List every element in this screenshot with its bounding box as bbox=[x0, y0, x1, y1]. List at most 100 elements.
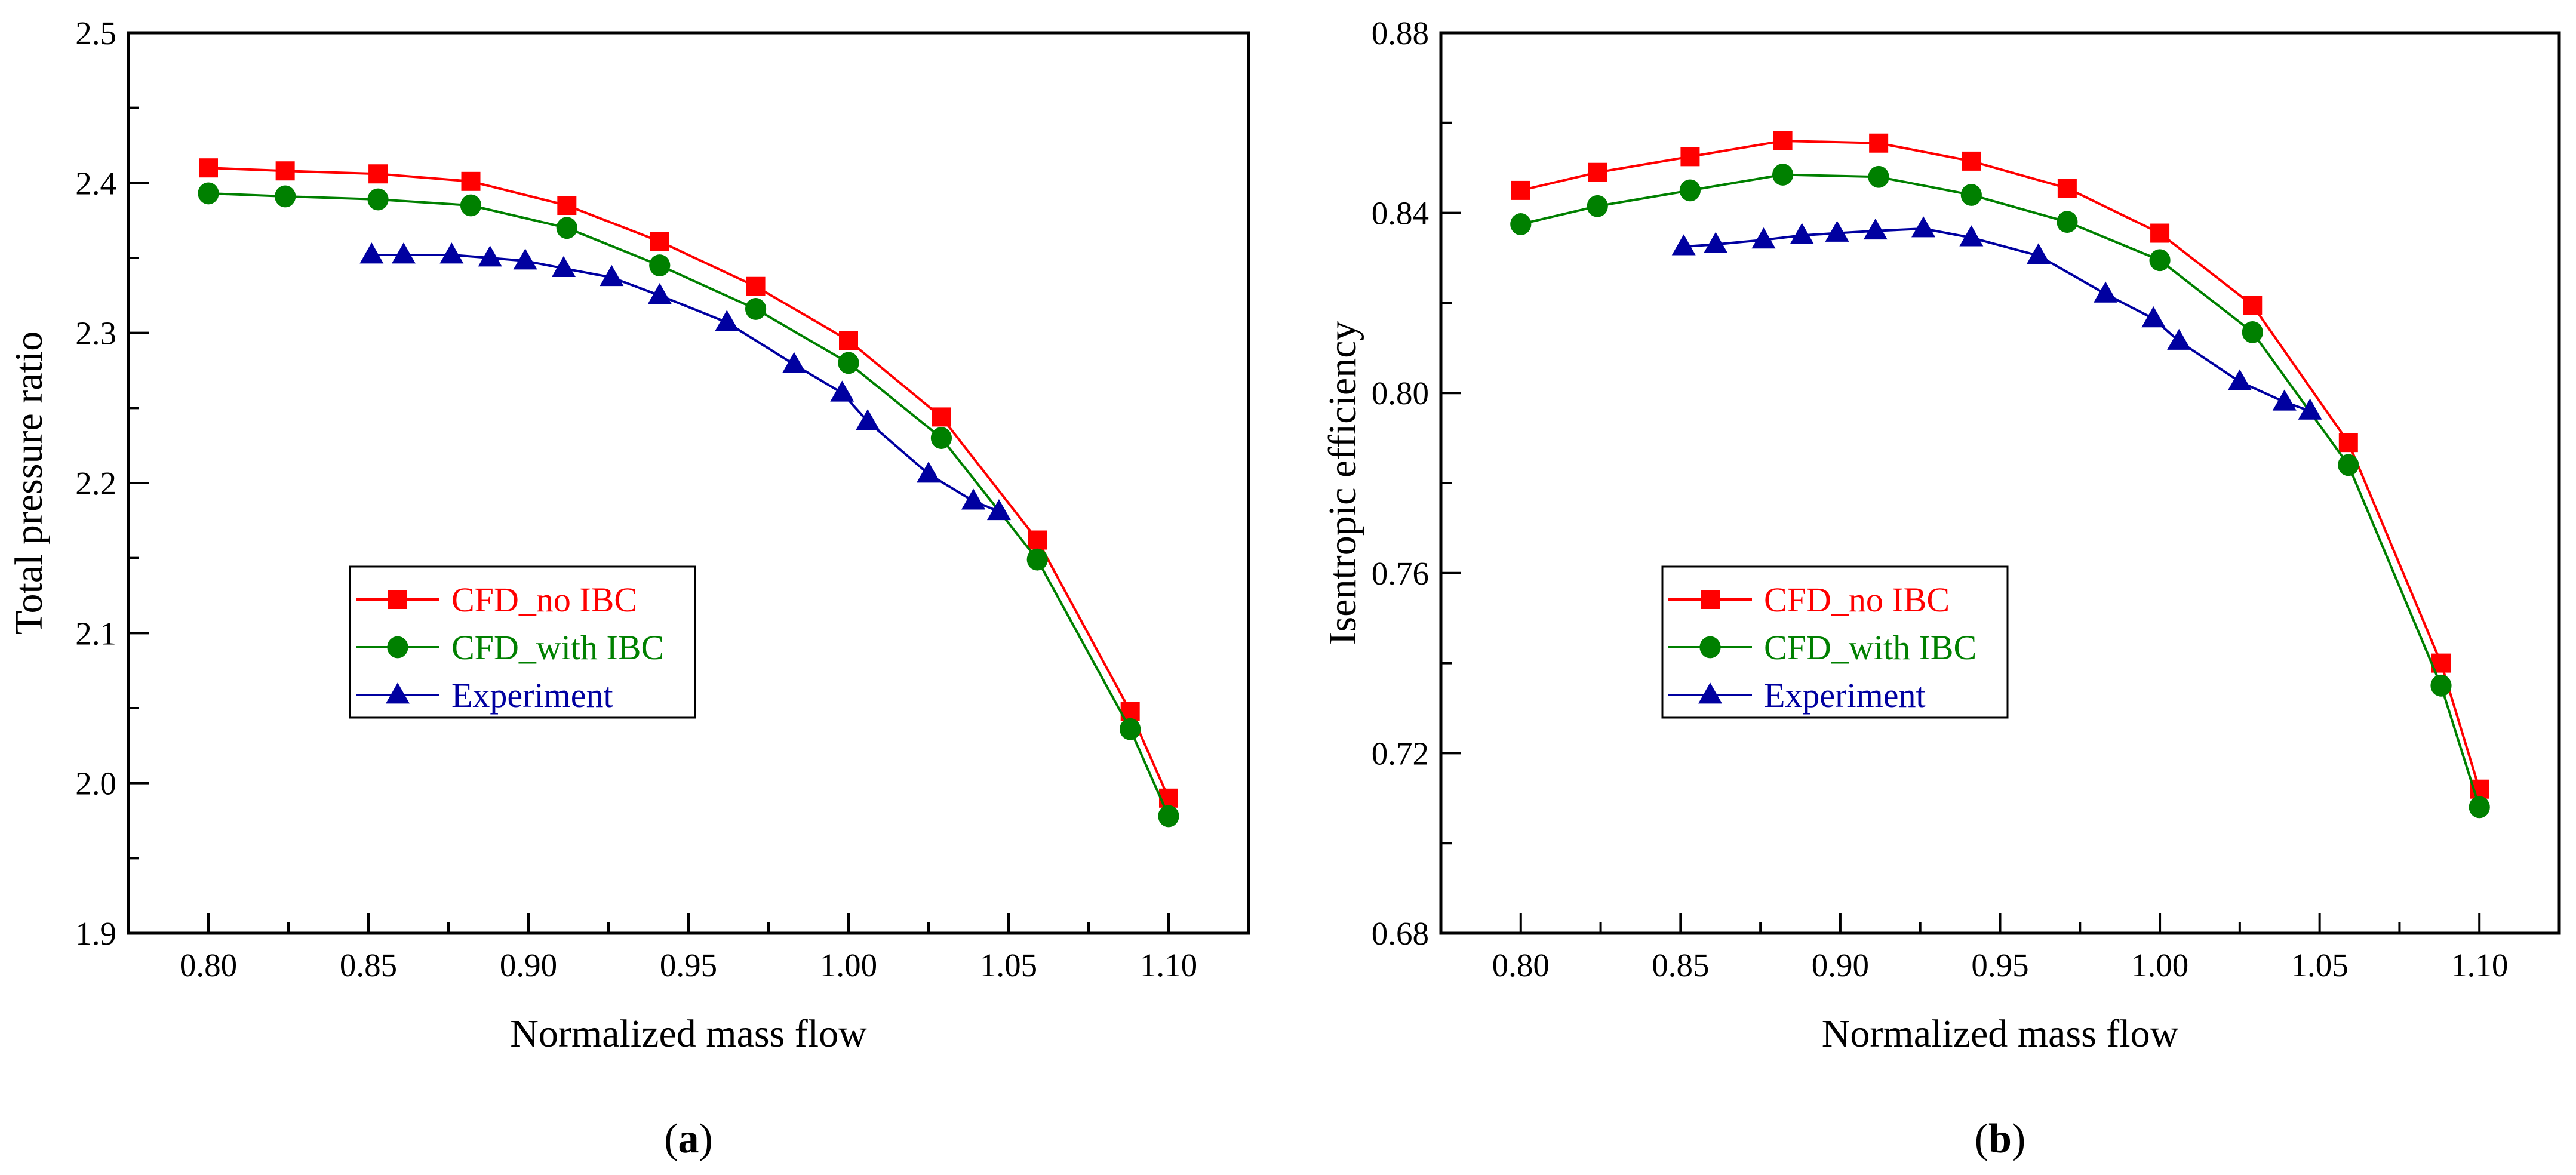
circle-marker bbox=[1772, 164, 1794, 186]
circle-marker bbox=[2430, 674, 2452, 697]
triangle-marker bbox=[782, 352, 806, 373]
y-tick-label: 0.68 bbox=[1372, 915, 1429, 952]
circle-marker bbox=[930, 427, 952, 449]
series-cfd-no-ibc bbox=[1511, 131, 2489, 799]
circle-marker bbox=[198, 182, 219, 205]
circle-marker bbox=[2469, 796, 2490, 819]
triangle-marker bbox=[1751, 227, 1776, 249]
x-axis-label: Normalized mass flow bbox=[510, 1012, 867, 1056]
square-marker bbox=[1680, 147, 1700, 167]
legend-box bbox=[349, 565, 696, 719]
x-tick-label: 0.90 bbox=[1812, 947, 1869, 983]
square-marker bbox=[1773, 131, 1793, 150]
triangle-marker bbox=[439, 242, 464, 264]
triangle-marker bbox=[600, 264, 624, 287]
series-cfd-with-ibc bbox=[198, 182, 1179, 828]
y-axis-label: Isentropic efficiency bbox=[1321, 321, 1364, 645]
y-tick-label: 2.1 bbox=[75, 615, 116, 651]
circle-marker bbox=[1868, 165, 1889, 188]
triangle-marker bbox=[917, 462, 940, 483]
triangle-marker bbox=[2094, 281, 2118, 303]
triangle-marker bbox=[513, 248, 537, 270]
chart-panel-b: 0.80 0.85 0.90 0.95 1.00 1.05 1.10 0.68 0.72 0.76… bbox=[1321, 15, 2561, 1162]
triangle-marker bbox=[478, 245, 502, 267]
triangle-marker bbox=[2298, 398, 2322, 420]
triangle-marker bbox=[1790, 223, 1814, 244]
legend: CFD_no IBC CFD_with IBC Experiment bbox=[349, 565, 696, 719]
circle-marker bbox=[1158, 805, 1179, 828]
triangle-marker bbox=[2227, 369, 2252, 390]
square-marker bbox=[746, 276, 766, 296]
triangle-marker bbox=[1911, 216, 1936, 238]
circle-marker bbox=[745, 298, 767, 320]
circle-marker bbox=[649, 254, 671, 276]
triangle-marker bbox=[1959, 225, 1984, 247]
circle-marker bbox=[1587, 195, 1608, 217]
triangle-marker bbox=[2141, 306, 2166, 328]
legend-box bbox=[1661, 565, 2009, 719]
triangle-marker bbox=[2026, 243, 2051, 264]
x-tick-label: 1.00 bbox=[2131, 947, 2188, 983]
plot-frame bbox=[127, 31, 1250, 935]
legend-label: Experiment bbox=[1764, 676, 1926, 715]
series-line bbox=[208, 167, 1170, 799]
circle-marker bbox=[2338, 454, 2359, 476]
panel-label: (b) bbox=[1975, 1116, 2026, 1162]
y-tick-label: 2.5 bbox=[75, 15, 116, 51]
circle-marker bbox=[2242, 321, 2263, 343]
circle-marker bbox=[1679, 179, 1701, 202]
y-tick-label: 2.4 bbox=[75, 165, 116, 201]
series-line bbox=[1520, 139, 2481, 790]
y-tick-label: 0.88 bbox=[1372, 15, 1429, 51]
square-marker bbox=[839, 331, 858, 350]
circle-marker bbox=[387, 636, 408, 659]
triangle-marker bbox=[391, 242, 416, 264]
circle-marker bbox=[838, 352, 859, 374]
legend-label: CFD_no IBC bbox=[451, 580, 637, 619]
x-tick-label: 0.95 bbox=[1971, 947, 2028, 983]
circle-marker bbox=[1699, 636, 1721, 659]
square-marker bbox=[2057, 179, 2077, 198]
plot-frame bbox=[1439, 31, 2561, 935]
legend-label: CFD_with IBC bbox=[1764, 628, 1976, 667]
x-tick-label: 0.80 bbox=[1492, 947, 1550, 983]
triangle-marker bbox=[647, 283, 672, 304]
circle-marker bbox=[1026, 548, 1048, 571]
circle-marker bbox=[2057, 211, 2078, 233]
series-cfd-with-ibc bbox=[1510, 164, 2490, 819]
panel-label: (a) bbox=[664, 1116, 713, 1162]
series-experiment bbox=[359, 242, 1011, 521]
series-cfd-no-ibc bbox=[199, 158, 1178, 808]
x-tick-label: 0.95 bbox=[660, 947, 717, 983]
y-tick-label: 2.0 bbox=[75, 765, 116, 802]
triangle-marker bbox=[359, 242, 384, 264]
y-tick-label: 0.80 bbox=[1372, 375, 1429, 411]
triangle-marker bbox=[1698, 682, 1722, 704]
square-marker bbox=[932, 407, 951, 427]
series-line bbox=[1683, 227, 2311, 413]
triangle-marker bbox=[1704, 232, 1728, 253]
square-marker bbox=[2150, 223, 2170, 243]
series-experiment bbox=[1671, 216, 2322, 420]
triangle-marker bbox=[986, 499, 1011, 521]
legend-label: Experiment bbox=[451, 676, 613, 715]
square-marker bbox=[368, 164, 388, 184]
x-axis-label: Normalized mass flow bbox=[1822, 1012, 2179, 1056]
triangle-marker bbox=[386, 682, 410, 704]
triangle-marker bbox=[1863, 218, 1888, 240]
triangle-marker bbox=[2272, 389, 2297, 411]
triangle-marker bbox=[856, 409, 880, 430]
series-line bbox=[371, 253, 1000, 513]
square-marker bbox=[275, 161, 295, 181]
circle-marker bbox=[1960, 184, 1982, 206]
y-tick-label: 1.9 bbox=[75, 915, 116, 952]
chart-panel-a: 0.80 0.85 0.90 0.95 1.00 1.05 1.10 1.9 2.0 2.1 2.2… bbox=[7, 15, 1250, 1162]
x-tick-label: 0.80 bbox=[180, 947, 237, 983]
x-tick-label: 1.00 bbox=[820, 947, 877, 983]
square-marker bbox=[650, 232, 669, 251]
square-marker bbox=[1588, 162, 1607, 182]
triangle-marker bbox=[551, 256, 576, 277]
square-marker bbox=[557, 196, 577, 216]
square-marker bbox=[2243, 296, 2263, 315]
y-axis-label: Total pressure ratio bbox=[7, 331, 51, 635]
